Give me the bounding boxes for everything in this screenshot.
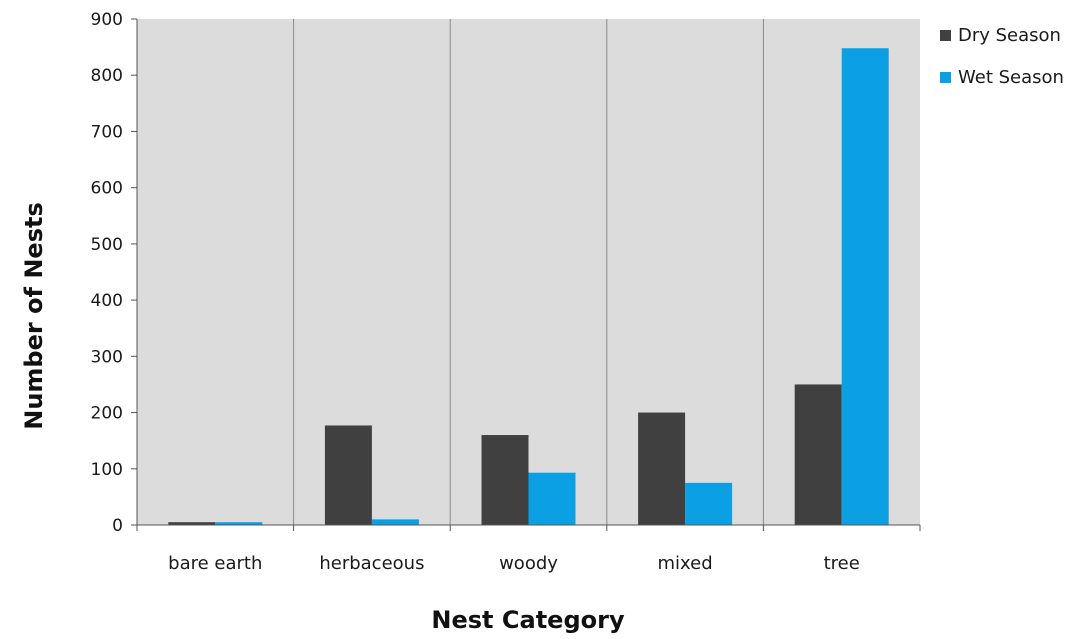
bar (528, 472, 576, 525)
y-tick-label: 800 (91, 66, 123, 86)
bar (481, 435, 529, 525)
bar (324, 425, 372, 525)
legend-label: Wet Season (958, 67, 1064, 88)
legend-swatch (940, 72, 951, 83)
legend-label: Dry Season (958, 25, 1061, 46)
bar (638, 412, 686, 525)
y-axis-ticks: 0 100 200 300 400 500 600 700 800 900 (91, 10, 137, 536)
x-tick-label: herbaceous (319, 553, 424, 574)
bars (168, 48, 889, 525)
x-tick-label: woody (499, 553, 558, 574)
y-tick-label: 500 (91, 235, 123, 255)
bar (685, 482, 733, 525)
x-axis-title: Nest Category (431, 606, 625, 634)
x-tick-label: bare earth (168, 553, 262, 574)
y-tick-label: 100 (91, 460, 123, 480)
bar (371, 519, 419, 525)
bar (168, 522, 216, 525)
y-tick-label: 300 (91, 347, 123, 367)
category-dividers (293, 19, 764, 525)
y-tick-label: 700 (91, 122, 123, 142)
bar (841, 48, 889, 525)
bar (794, 384, 842, 525)
x-axis-ticks: bare earth herbaceous woody mixed tree (136, 525, 921, 574)
x-tick-label: mixed (658, 553, 713, 574)
y-tick-label: 900 (91, 10, 123, 30)
y-tick-label: 600 (91, 179, 123, 199)
y-tick-label: 200 (91, 404, 123, 424)
bar (215, 522, 263, 525)
x-tick-label: tree (824, 553, 860, 574)
y-tick-label: 0 (112, 516, 123, 536)
y-axis-title: Number of Nests (20, 202, 48, 430)
legend-swatch (940, 30, 951, 41)
legend: Dry Season Wet Season (940, 25, 1064, 88)
y-tick-label: 400 (91, 291, 123, 311)
